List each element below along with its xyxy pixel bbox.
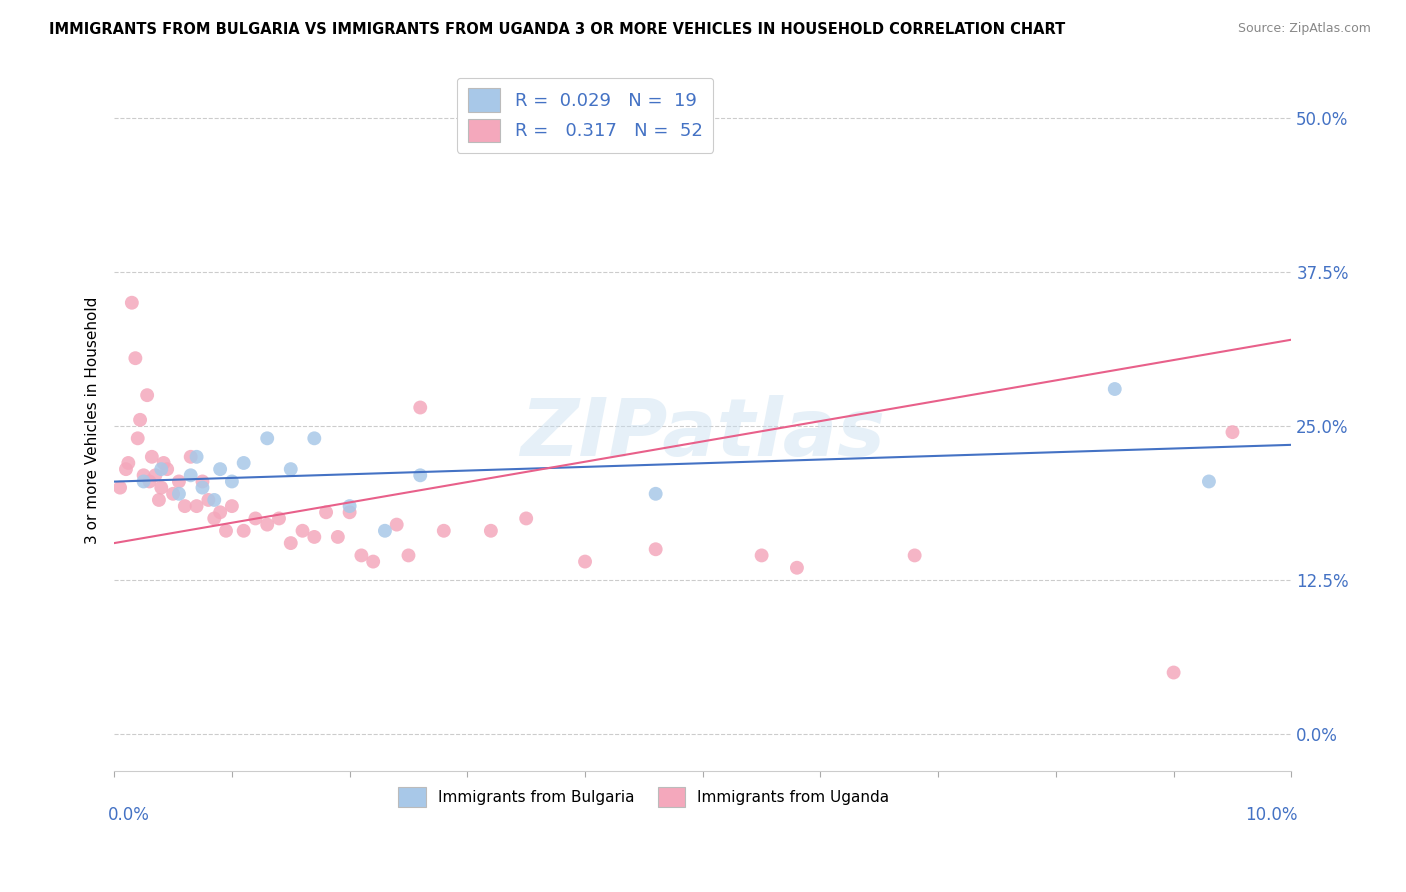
Point bbox=[167, 475, 190, 489]
Point bbox=[409, 401, 432, 415]
Point bbox=[129, 413, 152, 427]
Point bbox=[515, 511, 537, 525]
Text: 10.0%: 10.0% bbox=[1244, 806, 1298, 824]
Point bbox=[221, 475, 243, 489]
Point bbox=[280, 536, 302, 550]
Text: IMMIGRANTS FROM BULGARIA VS IMMIGRANTS FROM UGANDA 3 OR MORE VEHICLES IN HOUSEHO: IMMIGRANTS FROM BULGARIA VS IMMIGRANTS F… bbox=[49, 22, 1066, 37]
Point bbox=[786, 560, 808, 574]
Point bbox=[162, 487, 184, 501]
Point bbox=[1198, 475, 1220, 489]
Y-axis label: 3 or more Vehicles in Household: 3 or more Vehicles in Household bbox=[86, 296, 100, 543]
Point bbox=[751, 549, 773, 563]
Point bbox=[256, 517, 278, 532]
Point bbox=[132, 468, 155, 483]
Point bbox=[304, 431, 326, 445]
Point bbox=[291, 524, 314, 538]
Point bbox=[339, 505, 361, 519]
Point bbox=[152, 456, 174, 470]
Point bbox=[1163, 665, 1185, 680]
Point bbox=[280, 462, 302, 476]
Point bbox=[644, 542, 666, 557]
Point bbox=[108, 481, 131, 495]
Point bbox=[115, 462, 138, 476]
Point bbox=[141, 450, 163, 464]
Point bbox=[180, 450, 202, 464]
Point bbox=[350, 549, 373, 563]
Point bbox=[361, 555, 384, 569]
Point bbox=[167, 487, 190, 501]
Point bbox=[1222, 425, 1244, 439]
Text: 0.0%: 0.0% bbox=[108, 806, 150, 824]
Point bbox=[209, 462, 232, 476]
Point bbox=[124, 351, 146, 366]
Text: Source: ZipAtlas.com: Source: ZipAtlas.com bbox=[1237, 22, 1371, 36]
Point bbox=[398, 549, 420, 563]
Point bbox=[148, 492, 170, 507]
Point bbox=[150, 481, 173, 495]
Point bbox=[644, 487, 666, 501]
Point bbox=[186, 499, 208, 513]
Point bbox=[132, 475, 155, 489]
Point bbox=[267, 511, 290, 525]
Point bbox=[136, 388, 159, 402]
Point bbox=[221, 499, 243, 513]
Point bbox=[156, 462, 179, 476]
Point bbox=[180, 468, 202, 483]
Point bbox=[209, 505, 232, 519]
Point bbox=[304, 530, 326, 544]
Point bbox=[191, 481, 214, 495]
Point bbox=[339, 499, 361, 513]
Point bbox=[138, 475, 160, 489]
Point bbox=[232, 456, 254, 470]
Text: ZIPatlas: ZIPatlas bbox=[520, 395, 886, 473]
Point bbox=[232, 524, 254, 538]
Point bbox=[202, 511, 225, 525]
Point bbox=[121, 295, 143, 310]
Point bbox=[186, 450, 208, 464]
Point bbox=[127, 431, 149, 445]
Legend: Immigrants from Bulgaria, Immigrants from Uganda: Immigrants from Bulgaria, Immigrants fro… bbox=[392, 780, 896, 813]
Point bbox=[374, 524, 396, 538]
Point bbox=[245, 511, 267, 525]
Point bbox=[150, 462, 173, 476]
Point bbox=[173, 499, 195, 513]
Point bbox=[904, 549, 927, 563]
Point bbox=[145, 468, 167, 483]
Point bbox=[1104, 382, 1126, 396]
Point bbox=[215, 524, 238, 538]
Point bbox=[197, 492, 219, 507]
Point bbox=[202, 492, 225, 507]
Point bbox=[574, 555, 596, 569]
Point bbox=[479, 524, 502, 538]
Point bbox=[409, 468, 432, 483]
Point bbox=[191, 475, 214, 489]
Point bbox=[315, 505, 337, 519]
Point bbox=[433, 524, 456, 538]
Point bbox=[117, 456, 139, 470]
Point bbox=[326, 530, 349, 544]
Point bbox=[256, 431, 278, 445]
Point bbox=[385, 517, 408, 532]
